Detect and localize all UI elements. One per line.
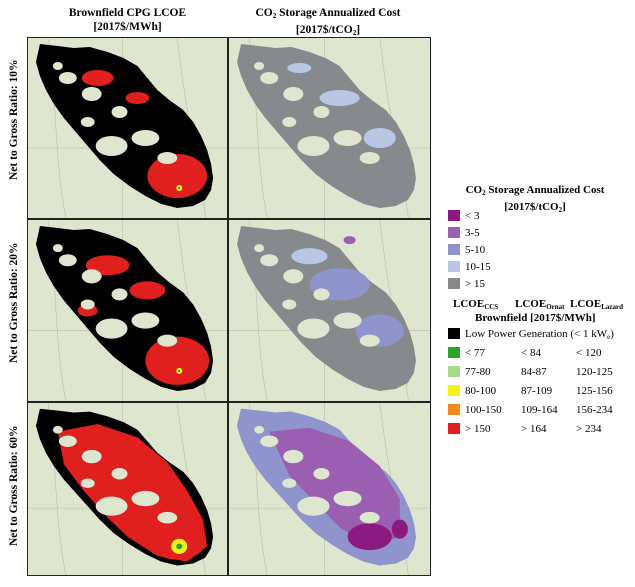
low-power-label: Low Power Generation (< 1 kWe) [465,328,614,341]
storage-legend-label: 3-5 [465,227,480,239]
row-label-20: Net to Gross Ratio: 20% [8,242,20,363]
lcoe-legend-swatch [448,404,460,415]
map-storage-20 [228,219,431,402]
lcoe-legend-ornat-label: > 164 [521,423,547,435]
row-label-10: Net to Gross Ratio: 10% [8,59,20,180]
map-holes [254,425,380,524]
map-holes [254,62,380,164]
map-storage-60 [228,402,431,576]
lcoe-legend-ornat-label: 109-164 [521,404,558,416]
lcoe-hotspot [176,367,183,374]
storage-gray-area [237,44,416,208]
map-lcoe-10 [27,37,228,219]
storage-gray-area [237,226,416,391]
map-holes [254,244,380,347]
map-holes [52,425,178,524]
lcoe-legend-ccs-label: 77-80 [465,366,491,378]
col-title-storage: CO2 Storage Annualized Cost [2017$/tCO2] [255,7,401,37]
lcoe-legend-ornat-label: 87-109 [521,385,553,397]
map-holes [52,244,178,347]
col-title-lcoe: Brownfield CPG LCOE [2017$/MWh] [68,7,187,33]
lcoe-hotspot [176,185,183,191]
storage-cost-area [287,63,396,148]
row-label-60: Net to Gross Ratio: 60% [8,425,20,546]
lcoe-legend-lazard-label: 156-234 [576,404,613,416]
lcoe-legend-lazard-label: < 120 [576,347,602,359]
lcoe-legend-ccs-label: 80-100 [465,385,497,397]
low-power-swatch [448,328,460,339]
high-lcoe-area [81,70,208,198]
storage-legend-label: < 3 [465,210,480,222]
lcoe-ornat-header: LCOEOrnat [515,298,565,311]
storage-legend-swatch [448,227,460,238]
storage-legend-label: 10-15 [465,261,491,273]
lcoe-legend-ccs-label: 100-150 [465,404,502,416]
map-storage-10 [228,37,431,219]
lcoe-legend-ornat-label: < 84 [521,347,541,359]
lcoe-legend-lazard-label: 120-125 [576,366,613,378]
map-lcoe-60 [27,402,228,576]
storage-legend-swatch [448,261,460,272]
lcoe-legend-lazard-label: > 234 [576,423,602,435]
storage-legend-swatch [448,278,460,289]
lcoe-legend-ornat-label: 84-87 [521,366,547,378]
lcoe-lazard-header: LCOELazard [570,298,623,311]
storage-legend-title: CO2 Storage Annualized Cost [2017$/tCO2] [465,184,605,214]
lcoe-hotspot [171,538,188,554]
storage-legend-swatch [448,210,460,221]
lcoe-legend-subtitle: Brownfield [2017$/MWh] [475,312,596,324]
lcoe-legend-lazard-label: 125-156 [576,385,613,397]
map-holes [52,62,178,164]
lcoe-ccs-header: LCOECCS [453,298,499,311]
lcoe-legend-ccs-label: > 150 [465,423,491,435]
lcoe-legend-swatch [448,385,460,396]
storage-legend-swatch [448,244,460,255]
lcoe-legend-ccs-label: < 77 [465,347,485,359]
storage-legend-label: > 15 [465,278,485,290]
lcoe-legend-swatch [448,423,460,434]
lcoe-legend-swatch [448,347,460,358]
storage-legend-label: 5-10 [465,244,486,256]
lcoe-legend-swatch [448,366,460,377]
map-lcoe-20 [27,219,228,402]
